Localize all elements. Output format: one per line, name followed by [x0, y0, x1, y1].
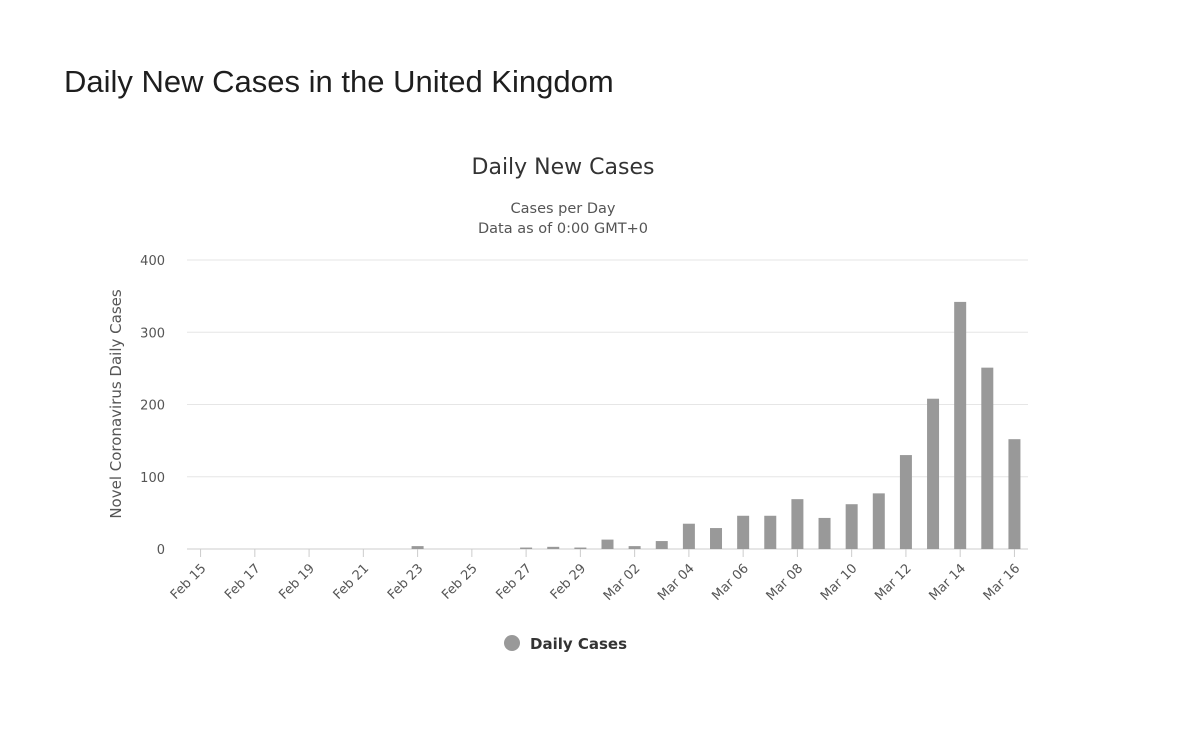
legend-marker — [504, 635, 520, 651]
bar[interactable] — [574, 547, 587, 549]
x-tick-label: Mar 16 — [981, 561, 1024, 604]
bar[interactable] — [601, 539, 614, 549]
bar[interactable] — [628, 546, 641, 549]
x-tick-label: Mar 10 — [818, 561, 861, 604]
x-tick-label: Mar 14 — [926, 561, 969, 604]
chart-subtitle-line-1: Cases per Day — [511, 201, 616, 217]
x-tick-label: Feb 21 — [331, 561, 373, 603]
page-heading: Daily New Cases in the United Kingdom — [64, 64, 614, 99]
x-tick-label: Mar 12 — [872, 561, 915, 604]
bar[interactable] — [791, 499, 804, 549]
x-tick-labels: Feb 15 Feb 17 Feb 19 Feb 21 Feb 23 Feb 25 Feb … — [168, 549, 1023, 604]
x-tick-label: Mar 06 — [709, 561, 752, 604]
bar[interactable] — [411, 546, 424, 549]
y-tick-labels: 0 100 200 300 400 — [140, 254, 165, 558]
chart-title: Daily New Cases — [472, 155, 655, 180]
bar[interactable] — [1008, 439, 1021, 549]
x-tick-label: Mar 02 — [601, 561, 644, 604]
grid-lines — [187, 259, 1028, 550]
bar[interactable] — [547, 546, 560, 549]
bar[interactable] — [845, 504, 858, 549]
x-tick-label: Mar 04 — [655, 561, 698, 604]
x-tick-label: Mar 08 — [764, 561, 807, 604]
y-tick-label: 300 — [140, 326, 165, 341]
bar[interactable] — [737, 515, 750, 549]
x-tick-label: Feb 15 — [168, 561, 210, 603]
y-tick-label: 200 — [140, 399, 165, 414]
x-tick-label: Feb 29 — [548, 561, 590, 603]
legend[interactable]: Daily Cases — [504, 635, 627, 653]
x-tick-label: Feb 19 — [276, 561, 318, 603]
legend-label: Daily Cases — [530, 635, 627, 653]
bar[interactable] — [655, 541, 668, 549]
bars — [411, 301, 1021, 549]
x-tick-label: Feb 17 — [222, 561, 264, 603]
chart-subtitle-line-2: Data as of 0:00 GMT+0 — [478, 221, 648, 237]
bar[interactable] — [520, 547, 533, 549]
bar[interactable] — [872, 493, 885, 549]
bar[interactable] — [764, 515, 777, 549]
x-tick-label: Feb 25 — [439, 561, 481, 603]
bar[interactable] — [818, 517, 831, 549]
x-tick-label: Feb 27 — [493, 561, 535, 603]
bar[interactable] — [710, 528, 723, 549]
bar[interactable] — [927, 398, 940, 549]
bar[interactable] — [954, 301, 967, 549]
y-axis-label: Novel Coronavirus Daily Cases — [107, 289, 125, 519]
y-tick-label: 0 — [157, 543, 165, 558]
bar[interactable] — [981, 367, 994, 549]
y-tick-label: 100 — [140, 471, 165, 486]
bar[interactable] — [682, 523, 695, 549]
bar[interactable] — [899, 455, 912, 549]
x-tick-label: Feb 23 — [385, 561, 427, 603]
y-tick-label: 400 — [140, 254, 165, 269]
